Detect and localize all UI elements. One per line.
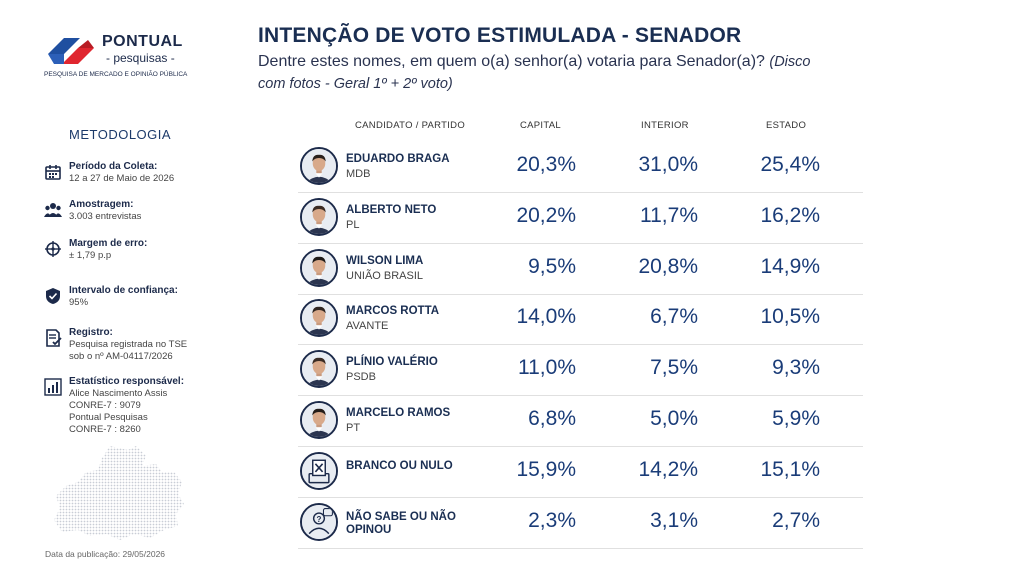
- methodology-text: Estatístico responsável: Alice Nascimento…: [69, 376, 184, 436]
- methodology-label: Intervalo de confiança:: [69, 285, 178, 296]
- candidate-photo-icon: [300, 147, 338, 185]
- methodology-text: Registro: Pesquisa registrada no TSE sob o…: [69, 327, 187, 363]
- value-interior: 7,5%: [650, 356, 698, 380]
- candidate-photo-icon: [300, 350, 338, 389]
- methodology-label: Registro:: [69, 327, 113, 338]
- table-row: WILSON LIMA UNIÃO BRASIL 9,5% 20,8% 14,9%: [298, 244, 863, 295]
- column-header-estado: ESTADO: [766, 120, 807, 131]
- pontual-logo-icon: [48, 38, 94, 64]
- table-row: EDUARDO BRAGA MDB 20,3% 31,0% 25,4%: [298, 142, 863, 193]
- methodology-text: Amostragem: 3.003 entrevistas: [69, 199, 141, 223]
- table-row: BRANCO OU NULO 15,9% 14,2% 15,1%: [298, 447, 863, 498]
- value-capital: 14,0%: [516, 305, 576, 329]
- value-capital: 20,3%: [516, 153, 576, 176]
- candidate-name: NÃO SABE OU NÃO OPINOU: [346, 510, 456, 536]
- value-interior: 31,0%: [638, 153, 698, 176]
- methodology-label: Período da Coleta:: [69, 161, 158, 172]
- column-header-capital: CAPITAL: [520, 120, 561, 131]
- candidate-name: EDUARDO BRAGA: [346, 153, 450, 165]
- value-estado: 5,9%: [772, 407, 820, 430]
- column-header-interior: INTERIOR: [641, 120, 689, 131]
- value-estado: 16,2%: [760, 203, 820, 227]
- value-estado: 15,1%: [760, 457, 820, 481]
- candidate-name: ALBERTO NETO: [346, 203, 437, 216]
- methodology-value: Pesquisa registrada no TSE: [69, 339, 188, 350]
- methodology-value: sob o nº AM-04117/2026: [69, 351, 173, 362]
- value-capital: 11,0%: [518, 356, 576, 380]
- methodology-value: CONRE-7 : 8260: [69, 424, 141, 435]
- candidate-party: UNIÃO BRASIL: [346, 269, 424, 282]
- candidate-party: PL: [346, 218, 360, 231]
- methodology-label: Margem de erro:: [69, 238, 148, 249]
- table-row: PLÍNIO VALÉRIO PSDB 11,0% 7,5% 9,3%: [298, 345, 863, 397]
- value-estado: 10,5%: [760, 305, 820, 329]
- column-header-candidate: CANDIDATO / PARTIDO: [355, 120, 466, 131]
- value-estado: 9,3%: [772, 356, 820, 380]
- question-note: (Disco com fotos - Geral 1º + 2º voto): [258, 54, 811, 92]
- methodology-value: ± 1,79 p.p: [69, 250, 112, 261]
- value-capital: 2,3%: [528, 508, 576, 532]
- methodology-value: Alice Nascimento Assis: [69, 388, 168, 399]
- table-row: MARCOS ROTTA AVANTE 14,0% 6,7% 10,5%: [298, 294, 863, 346]
- candidate-photo-icon: [300, 401, 338, 439]
- page-title: INTENÇÃO DE VOTO ESTIMULADA - SENADOR: [258, 24, 742, 47]
- table-row: ? NÃO SABE OU NÃO OPINOU 2,3% 3,1% 2,7%: [298, 498, 863, 549]
- methodology-value: CONRE-7 : 9079: [69, 400, 141, 411]
- methodology-text: Período da Coleta: 12 a 27 de Maio de 202…: [69, 161, 174, 185]
- value-interior: 3,1%: [650, 508, 698, 532]
- methodology-title: METODOLOGIA: [69, 127, 172, 142]
- methodology-label: Amostragem:: [69, 199, 134, 210]
- methodology-value: 12 a 27 de Maio de 2026: [69, 173, 175, 184]
- shield-icon: [46, 288, 60, 304]
- brand-logo: PONTUAL - pesquisas - PESQUISA DE MERCAD…: [42, 30, 192, 82]
- candidate-party: MDB: [346, 168, 371, 180]
- logo-tagline: PESQUISA DE MERCADO E OPINIÃO PÚBLICA: [44, 71, 188, 78]
- value-estado: 14,9%: [760, 254, 820, 278]
- value-interior: 11,7%: [640, 203, 698, 227]
- value-capital: 9,5%: [528, 254, 576, 278]
- candidate-photo-icon: [300, 299, 338, 338]
- logo-name: PONTUAL: [102, 33, 183, 50]
- value-capital: 15,9%: [516, 457, 576, 481]
- value-interior: 6,7%: [650, 305, 698, 329]
- amazonas-map-icon: [54, 446, 184, 540]
- methodology-text: Margem de erro: ± 1,79 p.p: [69, 238, 147, 262]
- candidate-party: PT: [346, 422, 361, 434]
- value-capital: 6,8%: [528, 407, 576, 430]
- methodology-value: 95%: [69, 297, 89, 308]
- table-row: MARCELO RAMOS PT 6,8% 5,0% 5,9%: [298, 396, 863, 447]
- svg-text:?: ?: [317, 515, 322, 524]
- methodology-value: 3.003 entrevistas: [69, 211, 142, 222]
- bar-chart-icon: [44, 378, 62, 396]
- table-row: ALBERTO NETO PL 20,2% 11,7% 16,2%: [298, 193, 863, 244]
- ballot-x-icon: [300, 451, 338, 490]
- candidate-photo-icon: [300, 197, 338, 236]
- candidate-name: MARCOS ROTTA: [346, 305, 440, 318]
- crosshair-icon: [45, 241, 61, 257]
- candidate-name: PLÍNIO VALÉRIO: [346, 356, 438, 369]
- logo-subtitle: - pesquisas -: [106, 51, 175, 65]
- candidate-name: MARCELO RAMOS: [346, 407, 451, 419]
- value-estado: 25,4%: [760, 153, 820, 176]
- candidate-name: BRANCO OU NULO: [346, 459, 453, 472]
- candidate-photo-icon: [300, 248, 338, 287]
- candidate-party: AVANTE: [346, 320, 389, 333]
- methodology-value: Pontual Pesquisas: [69, 412, 148, 423]
- question-person-icon: ?: [300, 502, 338, 541]
- value-interior: 5,0%: [650, 407, 698, 430]
- value-estado: 2,7%: [772, 508, 820, 532]
- publication-date: Data da publicação: 29/05/2026: [45, 549, 166, 559]
- question-text: Dentre estes nomes, em quem o(a) senhor(…: [258, 51, 818, 95]
- value-capital: 20,2%: [516, 203, 576, 227]
- value-interior: 14,2%: [638, 457, 698, 481]
- people-icon: [44, 203, 62, 217]
- methodology-label: Estatístico responsável:: [69, 376, 185, 387]
- value-interior: 20,8%: [638, 254, 698, 278]
- methodology-text: Intervalo de confiança: 95%: [69, 285, 178, 309]
- question-main: Dentre estes nomes, em quem o(a) senhor(…: [258, 53, 765, 70]
- candidate-name: WILSON LIMA: [346, 254, 424, 267]
- candidate-party: PSDB: [346, 371, 376, 384]
- calendar-icon: [45, 165, 61, 180]
- document-check-icon: [46, 329, 62, 347]
